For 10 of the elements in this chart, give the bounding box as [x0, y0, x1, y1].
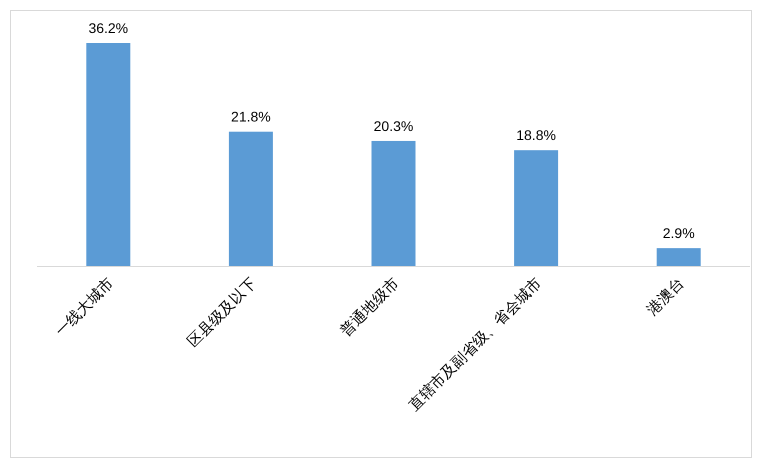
- x-tick-label: 港澳台: [644, 274, 688, 319]
- data-label: 36.2%: [88, 20, 128, 36]
- data-label: 18.8%: [516, 127, 556, 144]
- data-label: 20.3%: [374, 118, 414, 134]
- x-tick-label: 直辖市及副省级、省会城市: [406, 274, 545, 414]
- x-tick-label: 区县级及以下: [184, 274, 260, 350]
- x-tick-label: 普通地级市: [337, 274, 402, 340]
- x-tick-label: 一线大城市: [52, 274, 118, 340]
- data-label: 21.8%: [231, 108, 271, 125]
- data-label: 2.9%: [662, 225, 695, 242]
